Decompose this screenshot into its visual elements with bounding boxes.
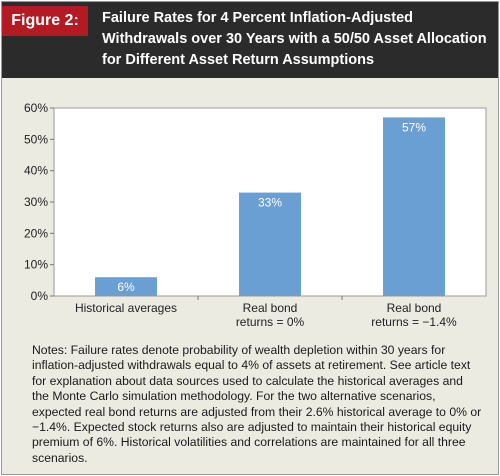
y-tick-label: 30% [24, 195, 48, 209]
y-tick-label: 10% [24, 258, 48, 272]
y-tick-label: 20% [24, 226, 48, 240]
data-label: 57% [402, 120, 426, 134]
bar [239, 192, 301, 296]
bar [95, 277, 157, 296]
y-tick-label: 40% [24, 164, 48, 178]
y-tick-label: 0% [31, 289, 49, 303]
bar-chart: 0% 10% 20% 30% 40% 50% 60% 6% Historical average… [2, 92, 498, 340]
chart-svg: 0% 10% 20% 30% 40% 50% 60% 6% Historical average… [24, 101, 487, 329]
y-tick-label: 60% [24, 101, 48, 115]
x-tick-label: returns = −1.4% [371, 315, 457, 329]
x-tick-label: Real bond [243, 301, 298, 315]
data-label: 33% [258, 196, 282, 210]
y-tick-label: 50% [24, 132, 48, 146]
data-label: 6% [117, 280, 135, 294]
figure-notes: Notes: Failure rates denote probability … [32, 343, 482, 465]
x-tick-label: Historical averages [75, 301, 177, 315]
figure-label: Figure 2: [2, 6, 88, 36]
bar [383, 117, 445, 297]
x-tick-label: Real bond [387, 301, 442, 315]
x-tick-label: returns = 0% [236, 315, 305, 329]
figure-header: Figure 2: Failure Rates for 4 Percent In… [2, 2, 498, 78]
figure-title: Failure Rates for 4 Percent Inflation-Ad… [102, 10, 487, 68]
